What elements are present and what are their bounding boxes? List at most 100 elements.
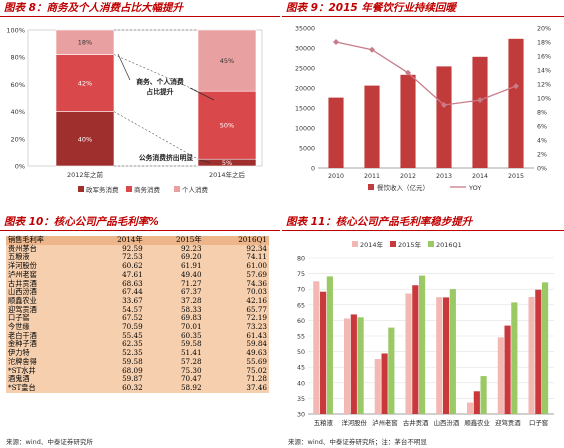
bar bbox=[381, 353, 388, 414]
margin-value-cell: 59.58 bbox=[122, 356, 143, 366]
y-tick-label: 30000 bbox=[295, 46, 315, 53]
chart-title: 图表 10：核心公司产品毛利率% bbox=[0, 214, 280, 231]
bar bbox=[466, 402, 474, 414]
bar bbox=[326, 276, 333, 414]
table-row: 沱牌舍得 59.58 57.28 55.69 bbox=[6, 356, 269, 367]
bar bbox=[436, 66, 452, 168]
gross-margin-table: 销售毛利率 2014年 2015年 2016Q1 贵州茅台 92.59 92.23 92.3… bbox=[6, 235, 269, 393]
chart-title: 图表 9：2015 年餐饮行业持续回暖 bbox=[282, 0, 564, 17]
margin-value-cell: 62.35 bbox=[122, 339, 143, 349]
bar bbox=[328, 97, 344, 168]
margin-value-cell: 65.77 bbox=[246, 304, 267, 314]
table-row: 五粮液 72.53 69.20 74.11 bbox=[6, 253, 269, 262]
bar bbox=[528, 296, 535, 414]
margin-value-cell: 54.57 bbox=[122, 304, 143, 314]
margin-value-cell: 73.23 bbox=[246, 322, 267, 332]
y-tick-label: 10000 bbox=[295, 126, 315, 133]
x-tick-label: 2014 bbox=[472, 173, 488, 180]
company-name-cell: 古井贡酒 bbox=[8, 278, 37, 288]
margin-value-cell: 72.53 bbox=[122, 252, 143, 262]
margin-value-cell: 69.83 bbox=[180, 313, 202, 323]
margin-value-cell: 67.52 bbox=[122, 313, 143, 323]
y-tick-label: 80% bbox=[11, 54, 25, 62]
margin-value-cell: 70.01 bbox=[180, 322, 202, 332]
table-row: 古井贡酒 68.63 71.27 74.36 bbox=[6, 278, 269, 289]
margin-value-cell: 70.59 bbox=[122, 322, 143, 332]
chart-title: 图表 11：核心公司产品毛利率稳步提升 bbox=[282, 214, 564, 231]
x-tick-label: 2010 bbox=[328, 173, 344, 180]
data-label: 45% bbox=[220, 57, 234, 65]
bar-segment bbox=[55, 29, 115, 55]
y2-tick-label: 20% bbox=[537, 26, 551, 33]
x-tick-label: 2011 bbox=[364, 173, 380, 180]
bar bbox=[319, 291, 327, 414]
column-header: 销售毛利率 bbox=[6, 235, 86, 245]
margin-value-cell: 68.09 bbox=[122, 365, 143, 375]
x-tick-label: 口子窖 bbox=[529, 418, 548, 427]
stacked-bar-chart: 0% 20% 40% 60% 80% 100% 40% 42% 18% 2012年之前 5% 50% 4… bbox=[6, 27, 263, 194]
margin-value-cell: 61.91 bbox=[180, 261, 202, 271]
bar bbox=[364, 85, 380, 168]
table-row: 贵州茅台 92.59 92.23 92.34 bbox=[6, 243, 269, 254]
bar bbox=[313, 281, 320, 414]
bar bbox=[542, 282, 549, 414]
column-header: 2014年 bbox=[85, 235, 145, 245]
margin-value-cell: 68.63 bbox=[122, 278, 143, 288]
margin-value-cell: 59.87 bbox=[122, 374, 143, 384]
x-tick-label: 2012 bbox=[400, 173, 416, 180]
margin-value-cell: 49.63 bbox=[246, 348, 267, 358]
bar bbox=[504, 325, 511, 414]
table-panel-10: 图表 10：核心公司产品毛利率% bbox=[0, 214, 280, 448]
bar bbox=[400, 74, 416, 168]
source-note: 来源：wind、中泰证券研究所；注：茅台不明显 bbox=[288, 438, 427, 446]
table-row: 迎驾贡酒 54.57 58.33 65.77 bbox=[6, 304, 269, 315]
margin-value-cell: 75.30 bbox=[180, 365, 202, 375]
yoy-line bbox=[335, 41, 517, 106]
data-label: 5% bbox=[222, 159, 232, 167]
y2-tick-label: 12% bbox=[537, 82, 551, 89]
company-name-cell: 贵州茅台 bbox=[8, 243, 37, 253]
y-tick-label: 55 bbox=[297, 334, 305, 341]
bar bbox=[480, 376, 487, 414]
margin-value-cell: 67.44 bbox=[122, 287, 143, 297]
grouped-bar-chart: 30 35 40 45 50 55 60 65 70 75 80 五粮液 洋河股份 泸州老窖 古井贡酒 山西汾… bbox=[297, 240, 554, 427]
y-tick-label: 15000 bbox=[295, 106, 315, 113]
data-label: 40% bbox=[78, 135, 92, 143]
table-row: 伊力特 52.35 51.41 49.63 bbox=[6, 348, 269, 358]
margin-value-cell: 51.41 bbox=[180, 348, 202, 358]
margin-value-cell: 92.23 bbox=[180, 243, 202, 253]
y-tick-label: 50 bbox=[297, 349, 305, 356]
legend-label: 政军务消费 bbox=[86, 185, 119, 194]
company-name-cell: 金种子酒 bbox=[8, 339, 37, 349]
margin-value-cell: 37.46 bbox=[246, 382, 267, 392]
connector-line bbox=[113, 111, 199, 160]
company-name-cell: 迎驾贡酒 bbox=[8, 304, 37, 314]
company-name-cell: 老白干酒 bbox=[8, 330, 37, 340]
margin-value-cell: 71.28 bbox=[246, 374, 267, 384]
annotation-arrow bbox=[199, 159, 211, 164]
x-tick-label: 洋河股份 bbox=[341, 418, 367, 427]
bar bbox=[508, 38, 524, 168]
table-row: 老白干酒 55.45 60.35 61.43 bbox=[6, 330, 269, 341]
margin-value-cell: 58.92 bbox=[180, 382, 202, 392]
annotation: 公务消费挤出明显 bbox=[139, 153, 194, 162]
company-name-cell: 五粮液 bbox=[8, 252, 30, 262]
y-tick-label: 100% bbox=[6, 27, 25, 35]
margin-value-cell: 59.84 bbox=[246, 339, 267, 349]
company-name-cell: *ST水井 bbox=[8, 365, 36, 375]
company-name-cell: 沱牌舍得 bbox=[8, 356, 37, 366]
y-tick-label: 40 bbox=[297, 380, 305, 387]
legend-swatch bbox=[390, 241, 396, 247]
bar bbox=[473, 391, 480, 414]
margin-value-cell: 74.36 bbox=[246, 278, 267, 288]
x-tick-label: 迎驾贡酒 bbox=[495, 418, 521, 427]
bar bbox=[511, 302, 518, 414]
bar bbox=[350, 314, 357, 414]
y2-tick-label: 18% bbox=[537, 40, 551, 47]
legend-swatch bbox=[78, 186, 84, 192]
company-name-cell: 今世缘 bbox=[8, 322, 30, 332]
y2-tick-label: 16% bbox=[537, 54, 551, 61]
x-tick-label: 顺鑫农业 bbox=[464, 418, 490, 427]
margin-value-cell: 60.35 bbox=[180, 330, 202, 340]
margin-value-cell: 52.35 bbox=[122, 348, 143, 358]
